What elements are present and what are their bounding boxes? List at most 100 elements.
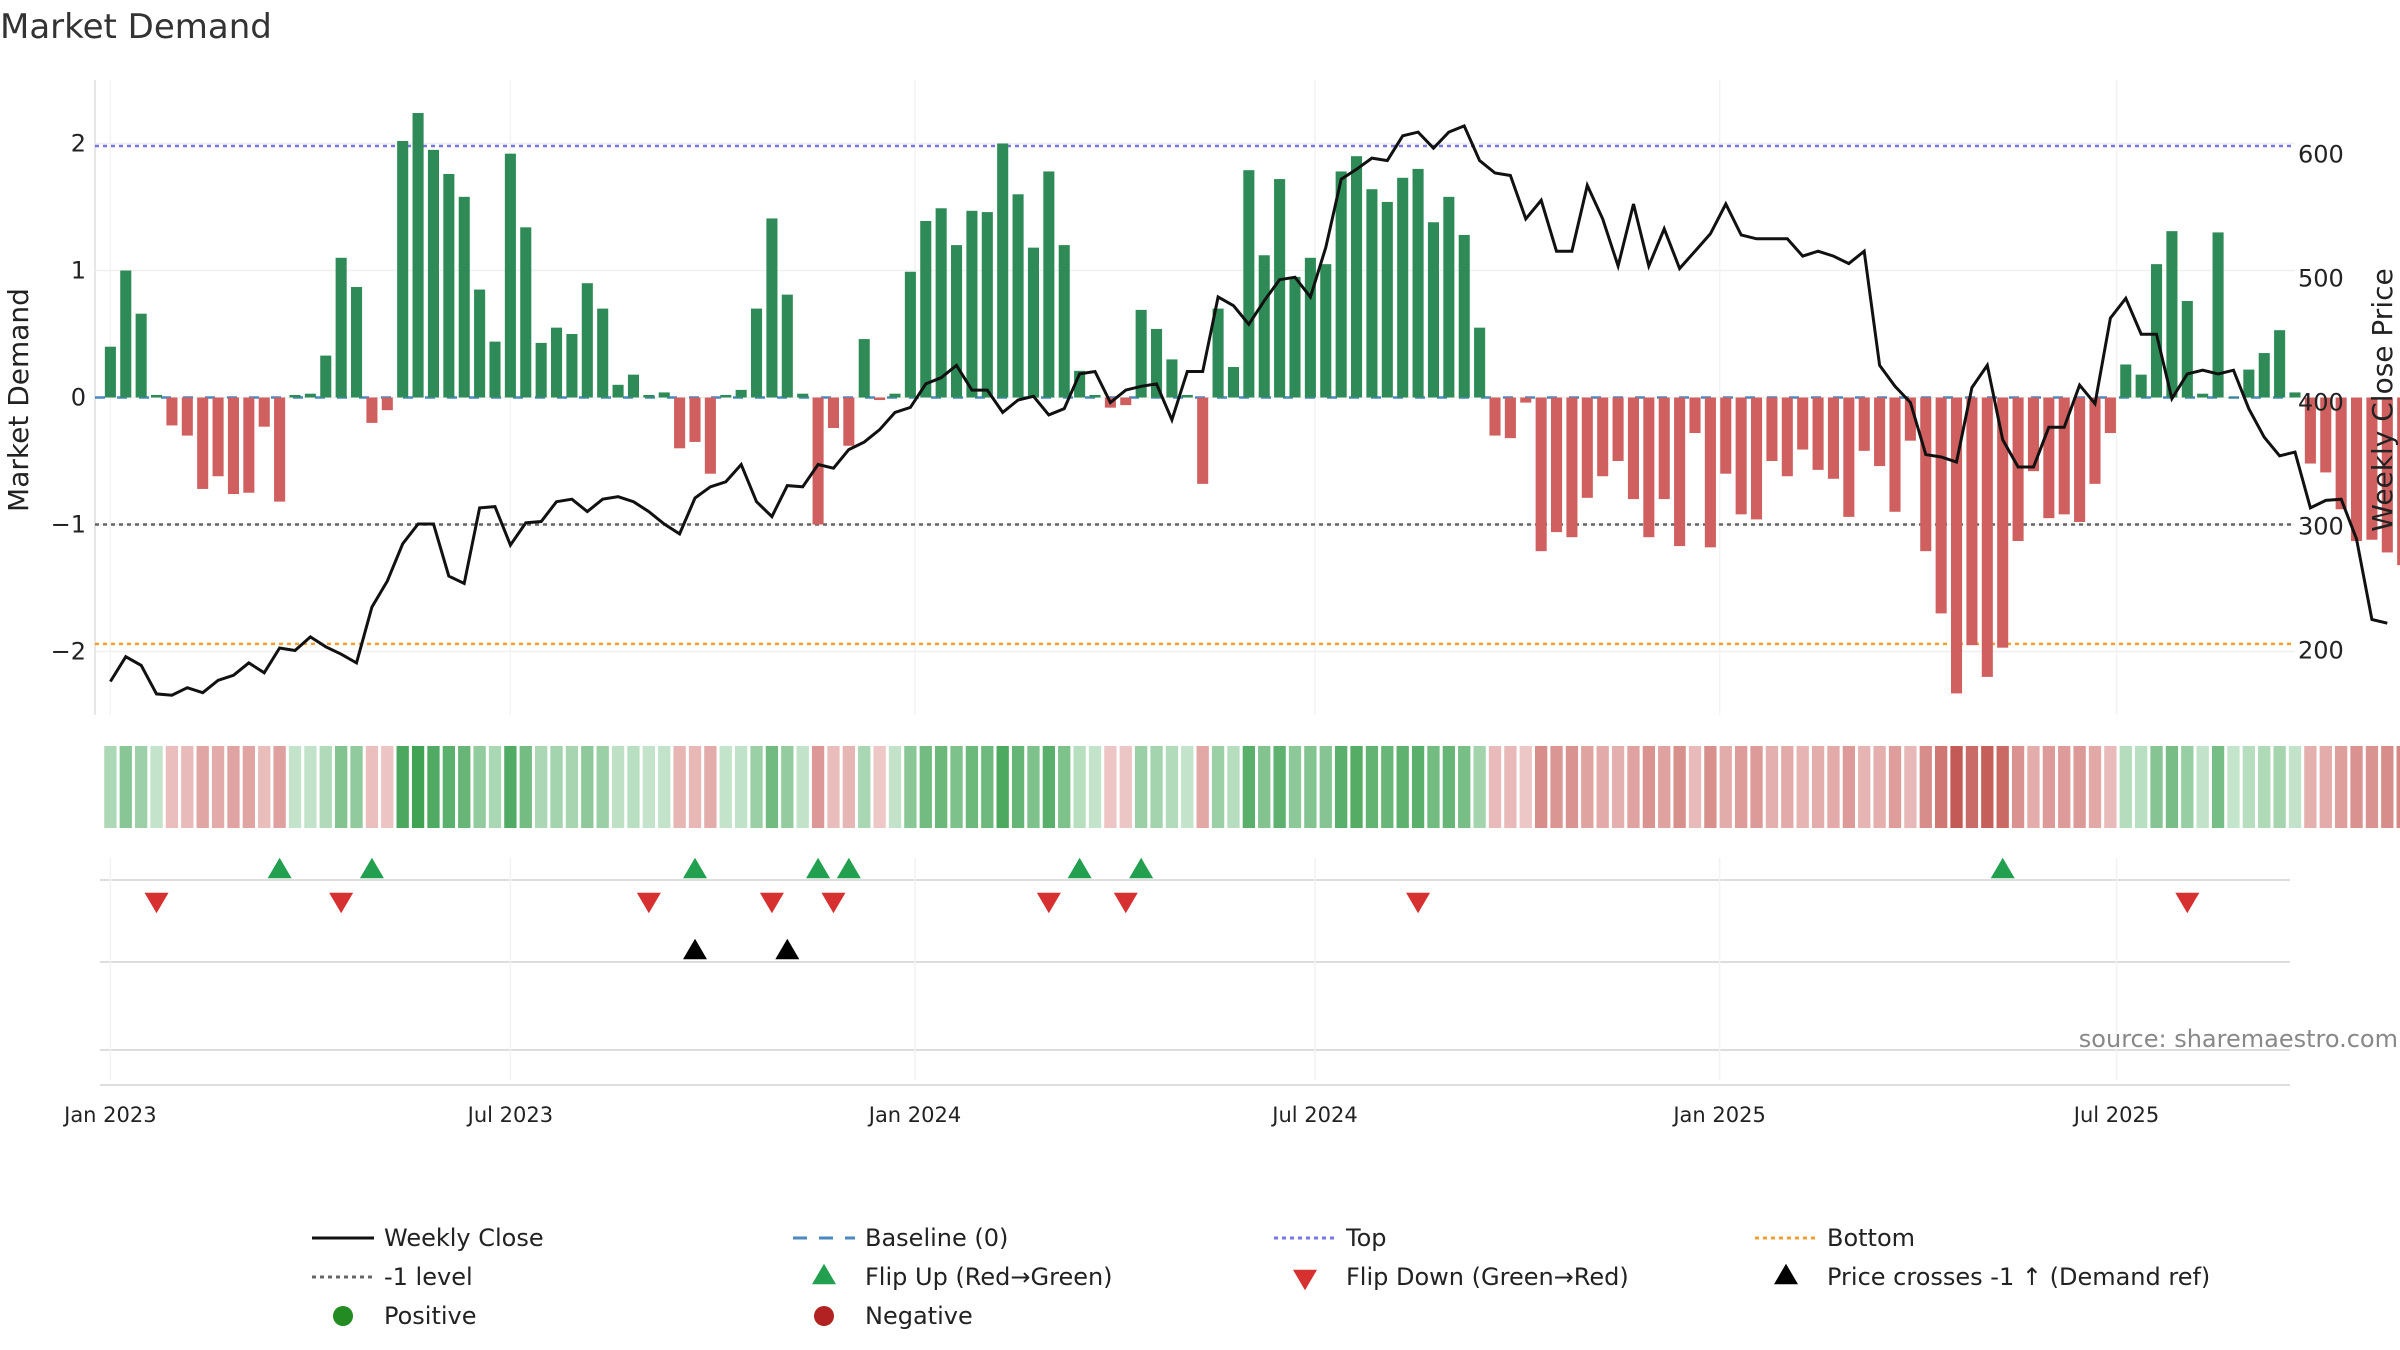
demand-bar: [243, 397, 255, 493]
demand-bar: [1197, 397, 1209, 484]
demand-bar: [2274, 330, 2286, 398]
demand-bar: [1627, 397, 1639, 500]
flip-up-marker: [359, 857, 384, 879]
demand-bar: [1151, 328, 1163, 398]
strip-cell: [611, 746, 625, 828]
demand-bar: [2151, 264, 2163, 398]
demand-bar: [1981, 397, 1993, 677]
price-cross-marker: [775, 938, 800, 960]
strip-cell: [1196, 746, 1209, 828]
demand-bar: [1474, 327, 1486, 398]
demand-bar: [766, 218, 778, 398]
demand-bar: [166, 397, 178, 426]
strip-cell: [1319, 746, 1332, 828]
strip-cell: [1335, 746, 1348, 828]
demand-bar: [751, 308, 763, 398]
demand-bar: [320, 355, 332, 398]
demand-bar: [1504, 397, 1516, 439]
demand-bar: [2012, 397, 2024, 542]
strip-cell: [2335, 746, 2348, 828]
demand-bar: [735, 389, 747, 398]
strip-cell: [1273, 746, 1286, 828]
demand-bar: [597, 308, 609, 398]
flip-up-markers: [267, 857, 2015, 879]
strip-cell: [873, 746, 886, 828]
strip-cell: [888, 746, 902, 828]
strip-cell: [2381, 746, 2394, 828]
x-tick-label: Jan 2024: [867, 1103, 962, 1127]
legend-circle-swatch: [333, 1306, 353, 1326]
strip-cell: [765, 746, 779, 828]
flip-up-marker: [1990, 857, 2015, 879]
demand-bar: [1166, 359, 1178, 398]
demand-bar: [1858, 397, 1870, 451]
strip-cell: [196, 746, 209, 828]
demand-bar: [1597, 397, 1609, 477]
strip-cell: [550, 746, 563, 828]
strip-cell: [642, 746, 655, 828]
strip-cell: [1504, 746, 1517, 828]
strip-cell: [1981, 746, 1994, 828]
strip-cell: [1427, 746, 1440, 828]
flip-up-marker: [836, 857, 861, 879]
strip-cell: [273, 746, 286, 828]
strip-cell: [211, 746, 225, 828]
demand-bar: [2197, 393, 2209, 398]
strip-cell: [750, 746, 763, 828]
demand-bar: [227, 397, 239, 495]
strip-cell: [1519, 746, 1532, 828]
strip-cell: [442, 746, 455, 828]
strip-cell: [1888, 746, 1902, 828]
strip-cell: [1011, 746, 1025, 828]
strip-cell: [1965, 746, 1979, 828]
right-tick-label: 600: [2298, 140, 2344, 168]
demand-bar: [258, 397, 270, 427]
main-axes: −2 −1 0 1 2 200 300 400 500 600 Market Demand We…: [2, 80, 2400, 715]
demand-bar: [1781, 397, 1793, 477]
right-tick-label: 200: [2298, 637, 2344, 665]
strip-cell: [2150, 746, 2163, 828]
demand-bar: [2304, 397, 2316, 464]
demand-bar: [581, 283, 593, 398]
strip-cell: [1735, 746, 1748, 828]
demand-bar: [289, 394, 301, 398]
demand-bar: [2243, 369, 2255, 398]
demand-bar: [1520, 397, 1532, 403]
x-tick-label: Jan 2023: [62, 1103, 157, 1127]
price-cross-markers: [683, 938, 800, 960]
demand-bar: [966, 210, 978, 398]
strip-cell: [627, 746, 640, 828]
right-axis-label: Weekly Close Price: [2366, 268, 2399, 531]
right-tick-label: 400: [2298, 388, 2344, 416]
strip-cell: [1827, 746, 1840, 828]
legend-triangle-up-swatch: [812, 1263, 836, 1285]
demand-bar: [1997, 397, 2009, 648]
strip-cell: [2058, 746, 2071, 828]
demand-bar: [843, 397, 855, 446]
demand-bar: [566, 334, 578, 398]
strip-cell: [965, 746, 979, 828]
demand-bar: [1397, 177, 1409, 398]
demand-bar: [1920, 397, 1932, 552]
legend-item: Flip Down (Green→Red): [1293, 1263, 1629, 1291]
demand-bar: [2381, 397, 2393, 553]
demand-bar: [2320, 397, 2332, 473]
strip-cell: [1565, 746, 1579, 828]
demand-bar: [2289, 392, 2301, 398]
demand-bar: [1258, 255, 1270, 398]
strip-cell: [258, 746, 271, 828]
strip-cell: [811, 746, 825, 828]
demand-bar: [1274, 179, 1286, 398]
legend-item: Price crosses -1 ↑ (Demand ref): [1774, 1263, 2210, 1291]
strip-cell: [1765, 746, 1779, 828]
demand-bar: [2397, 397, 2400, 566]
legend-label: Bottom: [1827, 1224, 1915, 1252]
left-tick-label: −2: [51, 638, 86, 666]
strip-cell: [381, 746, 394, 828]
strip-cell: [704, 746, 717, 828]
demand-bar: [658, 392, 670, 398]
legend-item: Top: [1274, 1224, 1387, 1252]
signal-gridlines: [100, 858, 2290, 1086]
demand-bar: [1581, 397, 1593, 498]
strip-cell: [104, 746, 117, 828]
